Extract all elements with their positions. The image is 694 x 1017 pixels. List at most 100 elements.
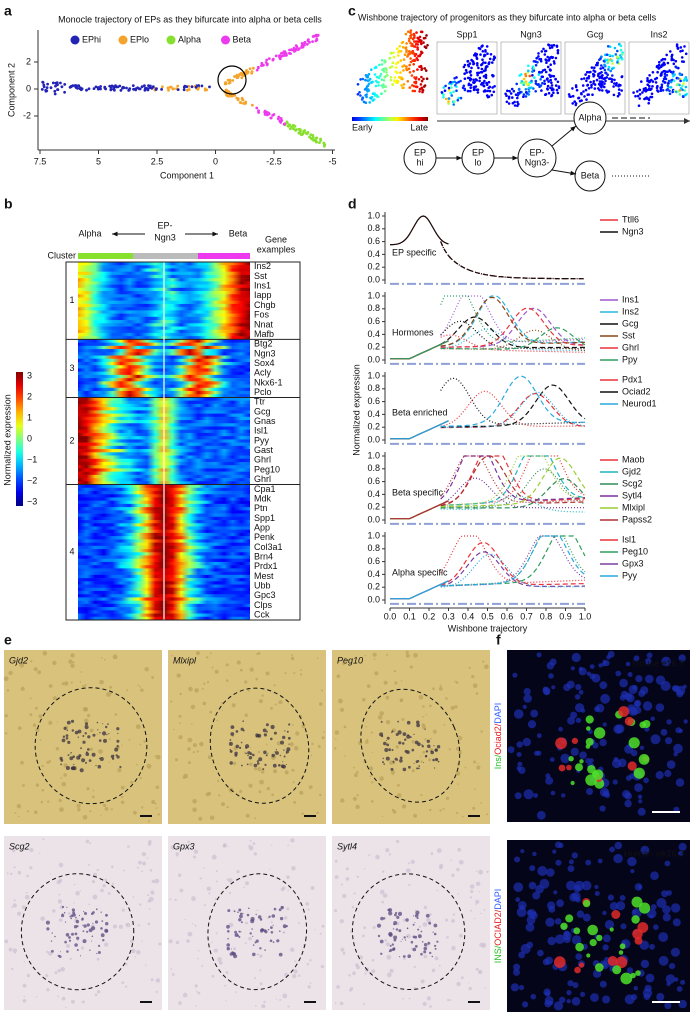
stain: [65, 933, 70, 937]
stain: [61, 738, 66, 743]
stain: [409, 736, 412, 739]
stain: [83, 911, 85, 913]
stain: [414, 740, 419, 745]
texture: [139, 685, 141, 688]
tsne-point: [476, 71, 479, 75]
tsne-point: [637, 104, 641, 107]
tsne-point: [552, 43, 556, 47]
stain: [395, 733, 399, 736]
scatter-point: [149, 84, 152, 88]
tsne-point: [389, 76, 393, 79]
tsne-point: [667, 82, 670, 85]
trend-line: [440, 455, 586, 506]
texture: [13, 899, 16, 902]
tsne-point: [422, 77, 425, 81]
tsne-point: [493, 85, 496, 88]
scatter-point: [312, 34, 316, 38]
scatter-point: [279, 117, 283, 120]
stain: [86, 930, 89, 933]
scatter-point: [197, 84, 201, 87]
texture: [22, 784, 25, 787]
texture: [59, 807, 64, 812]
texture: [405, 653, 410, 658]
stain: [65, 737, 69, 740]
stain: [114, 747, 119, 752]
tsne-point: [365, 93, 369, 96]
y-tick-label: 0.6: [367, 396, 380, 406]
gene-label: Ngn3: [520, 29, 542, 39]
texture: [89, 747, 93, 751]
texture: [154, 802, 157, 805]
tsne-point: [451, 80, 455, 84]
tsne-point: [405, 49, 408, 52]
stain: [84, 732, 87, 735]
texture: [420, 794, 423, 797]
texture: [428, 758, 432, 762]
tsne-point: [620, 89, 623, 92]
scatter-point: [297, 127, 301, 131]
stain: [270, 737, 273, 741]
stain: [82, 924, 84, 926]
texture: [352, 796, 357, 801]
texture: [104, 942, 109, 947]
tsne-point: [534, 63, 538, 67]
texture: [133, 810, 137, 815]
tsne-point: [553, 62, 556, 65]
stain: [72, 755, 75, 758]
texture: [23, 995, 25, 998]
tsne-point: [582, 90, 585, 93]
y-axis-label: Component 2: [6, 63, 16, 117]
texture: [35, 996, 38, 998]
scatter-point: [225, 88, 228, 92]
cluster-bar: [133, 253, 198, 259]
texture: [192, 751, 195, 754]
tsne-point: [416, 48, 420, 51]
stain: [421, 744, 423, 746]
stain: [84, 725, 89, 730]
gene-label: Acly: [254, 368, 272, 378]
texture: [144, 964, 147, 966]
texture: [482, 660, 485, 663]
tsne-point: [486, 89, 490, 93]
tsne-point: [484, 50, 487, 53]
scatter-point: [167, 88, 170, 92]
tsne-point: [550, 88, 554, 92]
texture: [374, 671, 379, 676]
stain: [88, 928, 93, 933]
stain: [75, 919, 80, 924]
tsne-point: [681, 84, 684, 88]
texture: [54, 971, 58, 975]
tsne-point: [455, 85, 458, 88]
tsne-point: [462, 65, 466, 69]
tsne-point: [375, 93, 378, 97]
stain: [382, 757, 384, 760]
tsne-point: [545, 61, 548, 64]
texture: [186, 939, 190, 943]
panel-title: Wishbone trajectory of progenitors as th…: [358, 12, 657, 22]
texture: [96, 957, 100, 961]
tsne-point: [556, 80, 560, 84]
tsne-point: [543, 53, 547, 56]
stain: [235, 730, 239, 733]
tsne-point: [411, 37, 415, 41]
texture: [484, 664, 489, 670]
tsne-point: [415, 31, 418, 34]
scatter-point: [138, 87, 142, 91]
tsne-point: [603, 68, 607, 72]
scatter-point: [280, 119, 284, 122]
stain: [404, 749, 408, 753]
stain: [117, 732, 119, 735]
tsne-point: [580, 77, 583, 81]
texture: [150, 978, 154, 982]
stain: [74, 943, 78, 947]
tsne-point: [682, 79, 686, 82]
stain: [284, 730, 286, 732]
stain: [105, 922, 109, 926]
stain: [411, 748, 415, 752]
panel-label: b: [4, 196, 13, 212]
stain: [61, 914, 65, 918]
trend-line: [440, 327, 586, 350]
tsne-point: [607, 68, 610, 71]
scatter-point: [246, 70, 250, 74]
texture: [155, 990, 158, 994]
